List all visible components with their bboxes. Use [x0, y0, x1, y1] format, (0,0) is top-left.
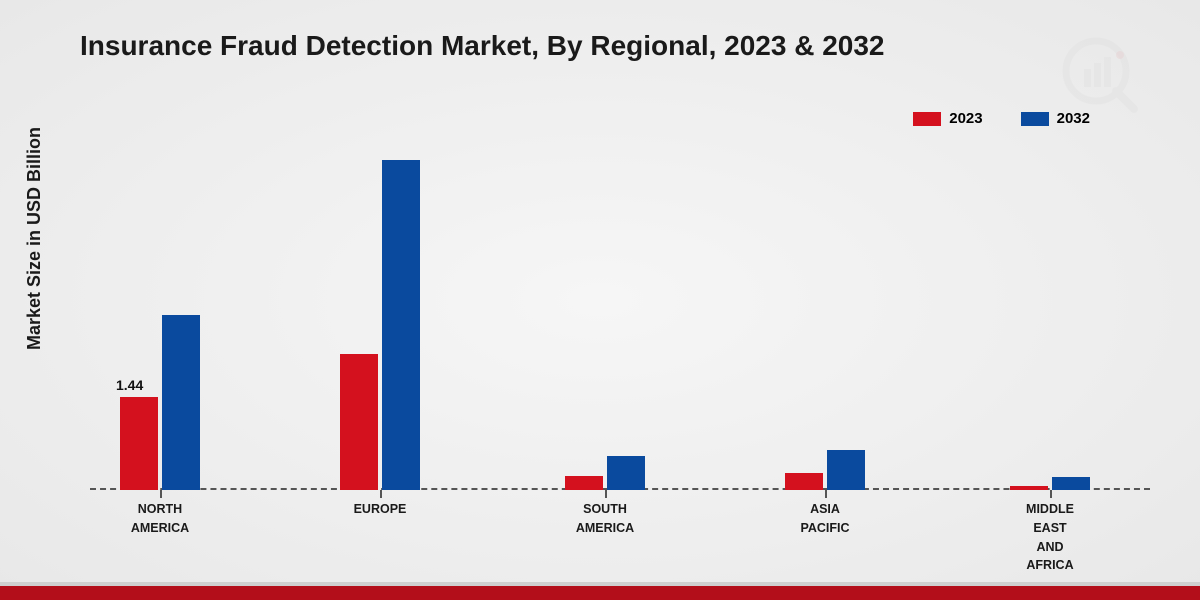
bar	[120, 397, 158, 490]
category-label: NORTHAMERICA	[90, 500, 230, 538]
bar	[565, 476, 603, 490]
footer-bar	[0, 582, 1200, 600]
legend-item-2032: 2032	[1021, 110, 1090, 127]
axis-tick	[825, 490, 827, 498]
bar	[382, 160, 420, 490]
bar	[162, 315, 200, 490]
legend-item-2023: 2023	[913, 110, 982, 127]
category-label: MIDDLEEASTANDAFRICA	[980, 500, 1120, 575]
bar	[785, 473, 823, 490]
bar	[340, 354, 378, 490]
category-label: ASIAPACIFIC	[755, 500, 895, 538]
category-label: EUROPE	[310, 500, 450, 519]
bar	[607, 456, 645, 490]
legend-swatch-2023	[913, 112, 941, 126]
bar	[1052, 477, 1090, 490]
bar	[1010, 486, 1048, 490]
legend-label-2023: 2023	[949, 110, 982, 127]
axis-tick	[605, 490, 607, 498]
category-label: SOUTHAMERICA	[535, 500, 675, 538]
bar-chart: NORTHAMERICAEUROPESOUTHAMERICAASIAPACIFI…	[90, 160, 1150, 490]
legend: 2023 2032	[913, 110, 1090, 127]
watermark-logo	[1060, 35, 1140, 120]
y-axis-label: Market Size in USD Billion	[24, 127, 45, 350]
axis-tick	[160, 490, 162, 498]
axis-tick	[1050, 490, 1052, 498]
axis-tick	[380, 490, 382, 498]
legend-label-2032: 2032	[1057, 110, 1090, 127]
legend-swatch-2032	[1021, 112, 1049, 126]
data-label: 1.44	[116, 377, 143, 393]
bar	[827, 450, 865, 490]
chart-title: Insurance Fraud Detection Market, By Reg…	[80, 30, 885, 62]
